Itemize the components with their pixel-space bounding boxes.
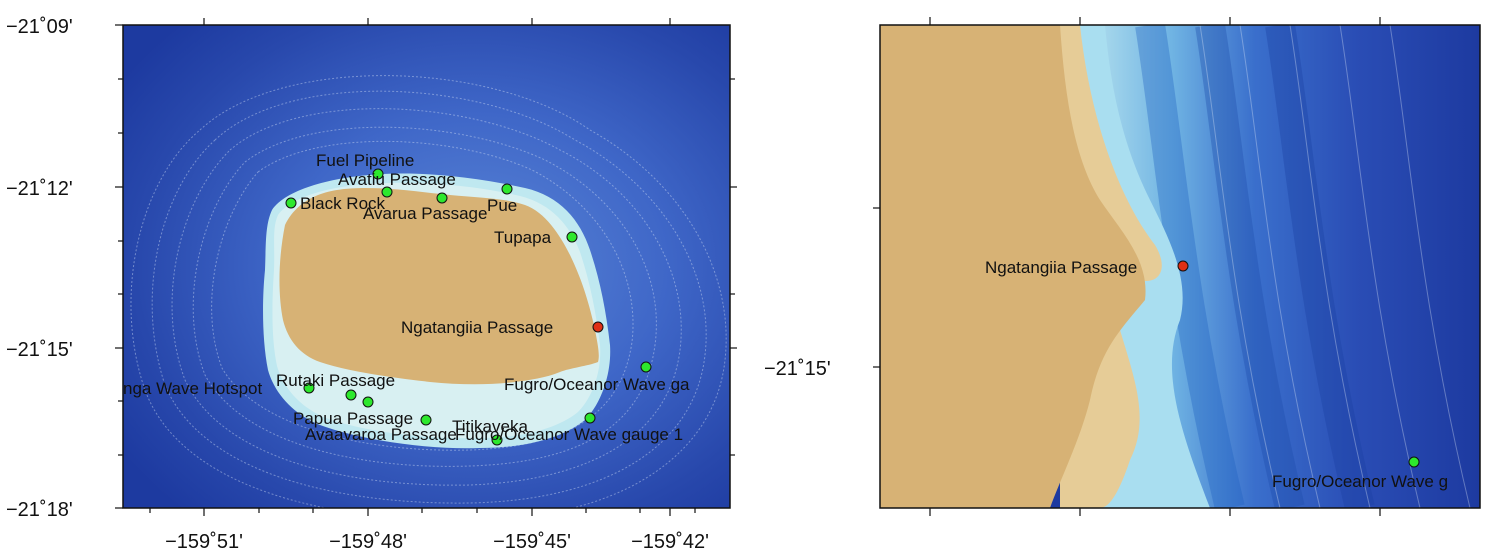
station-marker[interactable] (436, 192, 448, 204)
station-marker[interactable] (362, 396, 374, 408)
station-marker[interactable] (640, 361, 652, 373)
station-label: Avarua Passage (363, 204, 487, 223)
station-label: Tupapa (494, 228, 552, 247)
lat-tick-label: −21˚12' (6, 178, 73, 200)
station-label: Pue (487, 196, 517, 215)
station-marker[interactable] (303, 382, 315, 394)
station-label: nga Wave Hotspot (123, 379, 262, 398)
island-land (880, 25, 1146, 508)
lon-tick-label: −159˚42' (631, 531, 709, 553)
station-label: Fugro/Oceanor Wave ga (504, 375, 690, 394)
station-label: Fugro/Oceanor Wave gauge 1 (455, 425, 683, 444)
station-marker[interactable] (1408, 456, 1420, 468)
station-label: Fuel Pipeline (316, 151, 414, 170)
bathymetry-contours (130, 75, 727, 508)
station-marker[interactable] (345, 389, 357, 401)
station-label: Titikaveka (452, 417, 528, 436)
station-label: Avaavaroa Passage (305, 425, 457, 444)
lat-tick-label: −21˚09' (6, 16, 73, 38)
lat-tick-label: −21˚15' (6, 339, 73, 361)
station-label: Ngatangiia Passage (985, 258, 1137, 277)
left-map: −21˚09' −21˚12' −21˚15' −21˚18' −159˚51'… (6, 16, 737, 553)
station-marker[interactable] (566, 231, 578, 243)
station-label: Ngatangiia Passage (401, 318, 553, 337)
station-marker[interactable] (1177, 260, 1189, 272)
island-land (279, 188, 599, 385)
lon-tick-label: −159˚48' (329, 531, 407, 553)
lon-tick-label: −159˚45' (493, 531, 571, 553)
bathymetry-bands (1135, 25, 1375, 508)
station-marker[interactable] (372, 168, 384, 180)
station-marker[interactable] (420, 414, 432, 426)
axis-ticks (115, 18, 737, 516)
station-label: Black Rock (300, 194, 386, 213)
lat-tick-label: −21˚18' (6, 499, 73, 521)
station-label: Papua Passage (293, 409, 413, 428)
station-markers (1177, 260, 1420, 468)
station-label: Rutaki Passage (276, 371, 395, 390)
station-marker[interactable] (381, 186, 393, 198)
map-frame (122, 24, 731, 509)
station-marker[interactable] (491, 434, 503, 446)
station-marker[interactable] (584, 412, 596, 424)
axis-ticks (873, 17, 1381, 516)
contour-lines (1199, 25, 1471, 508)
station-marker[interactable] (501, 183, 513, 195)
station-markers (285, 168, 652, 446)
station-label: Fugro/Oceanor Wave g (1272, 472, 1448, 491)
map-frame (879, 24, 1481, 509)
station-label: Avatiu Passage (338, 170, 456, 189)
station-marker[interactable] (285, 197, 297, 209)
right-map: −21˚15' Ngatangiia Passage Fugro/Oceanor… (764, 17, 1481, 516)
station-marker[interactable] (592, 321, 604, 333)
lon-tick-label: −159˚51' (165, 531, 243, 553)
lat-tick-label: −21˚15' (764, 358, 831, 380)
